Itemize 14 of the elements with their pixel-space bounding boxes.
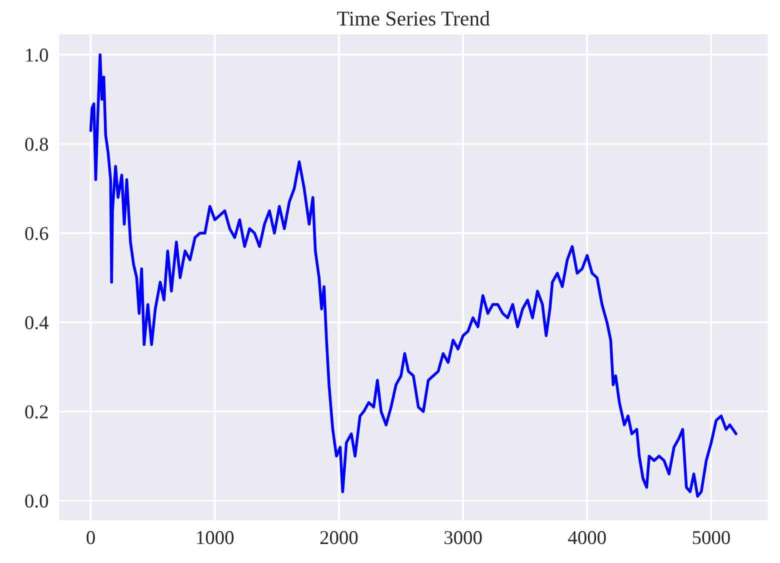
y-tick-label: 0.6 xyxy=(25,226,48,240)
x-tick-label: 4000 xyxy=(568,531,606,544)
x-tick-label: 3000 xyxy=(444,531,482,544)
x-tick-label: 2000 xyxy=(320,531,358,544)
x-tick-label: 5000 xyxy=(692,531,730,544)
y-tick-label: 0.4 xyxy=(25,316,48,330)
line-series xyxy=(89,53,738,498)
x-tick-label: 1000 xyxy=(197,531,234,544)
x-tick-label: 0 xyxy=(86,531,95,544)
chart-title: Time Series Trend xyxy=(337,10,490,26)
y-tick-label: 1.0 xyxy=(26,48,48,62)
y-tick-label: 0.0 xyxy=(25,494,48,508)
y-tick-label: 0.2 xyxy=(25,405,48,419)
y-tick-label: 0.8 xyxy=(25,138,48,151)
